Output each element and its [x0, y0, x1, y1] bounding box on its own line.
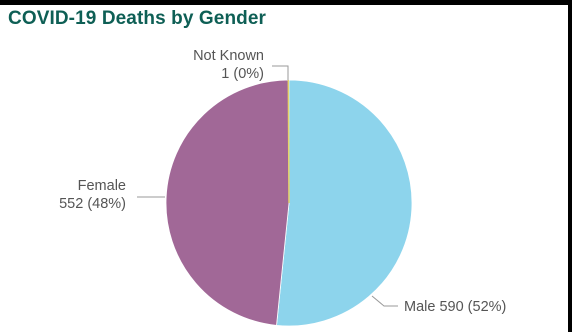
- pie-slice-male[interactable]: [276, 79, 413, 327]
- pie-slices: [165, 79, 413, 327]
- right-border: [568, 0, 572, 332]
- chart-title: COVID-19 Deaths by Gender: [8, 8, 267, 29]
- label-male: Male 590 (52%): [404, 299, 506, 315]
- label-female-name: Female: [78, 178, 126, 194]
- leader-line-male: [371, 295, 398, 307]
- leader-line-not-known: [272, 65, 289, 80]
- pie-slice-female[interactable]: [165, 79, 290, 326]
- top-border: [0, 0, 572, 5]
- label-not-known-name: Not Known: [193, 48, 264, 64]
- pie-slice-not-known[interactable]: [287, 79, 290, 204]
- label-female-value: 552 (48%): [59, 196, 126, 212]
- label-not-known-value: 1 (0%): [221, 66, 264, 82]
